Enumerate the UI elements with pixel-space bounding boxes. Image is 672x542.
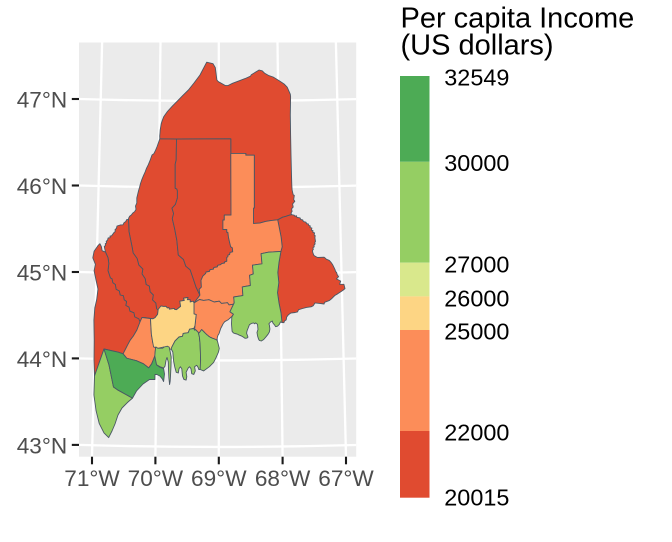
svg-text:43°N: 43°N <box>17 433 67 458</box>
svg-text:70°W: 70°W <box>128 466 184 491</box>
svg-text:20015: 20015 <box>444 485 509 511</box>
svg-text:45°N: 45°N <box>17 261 67 286</box>
svg-text:71°W: 71°W <box>64 466 120 491</box>
svg-text:Per capita Income: Per capita Income <box>401 2 635 34</box>
svg-text:69°W: 69°W <box>191 466 247 491</box>
svg-text:46°N: 46°N <box>17 174 67 199</box>
svg-text:30000: 30000 <box>444 150 509 176</box>
svg-text:(US dollars): (US dollars) <box>401 29 554 61</box>
svg-text:32549: 32549 <box>444 65 509 91</box>
svg-text:26000: 26000 <box>444 286 509 312</box>
svg-text:68°W: 68°W <box>255 466 311 491</box>
svg-text:47°N: 47°N <box>17 88 67 113</box>
svg-text:25000: 25000 <box>444 319 509 345</box>
svg-text:44°N: 44°N <box>17 347 67 372</box>
svg-text:27000: 27000 <box>444 252 509 278</box>
svg-text:22000: 22000 <box>444 420 509 446</box>
svg-text:67°W: 67°W <box>318 466 374 491</box>
